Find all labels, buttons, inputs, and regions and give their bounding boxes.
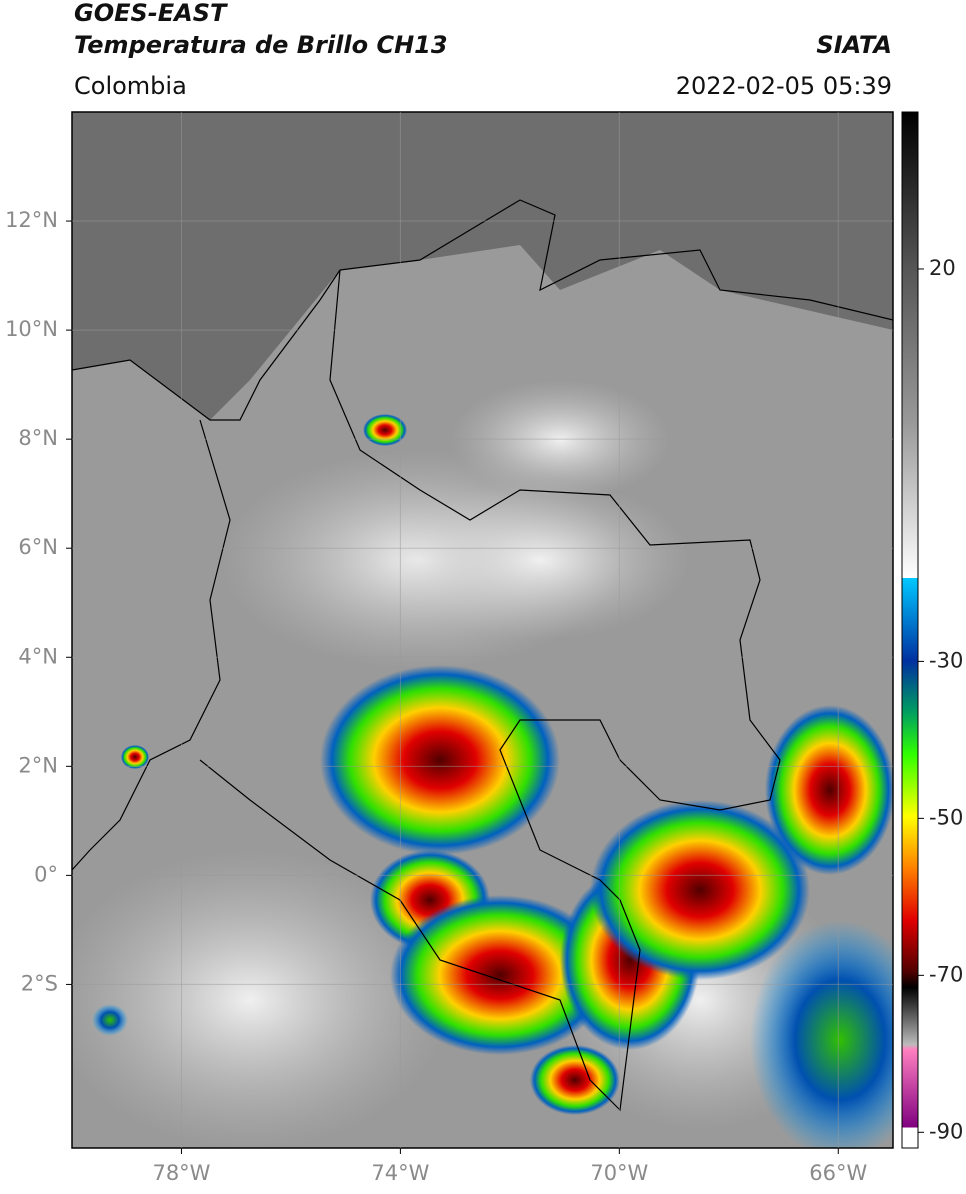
y-tick-label: 4°N bbox=[18, 644, 58, 668]
colorbar-tick-label: -50 bbox=[929, 805, 963, 829]
map-frame bbox=[71, 111, 894, 1149]
colorbar-tick-label: -30 bbox=[929, 648, 963, 672]
y-tick-label: 8°N bbox=[18, 426, 58, 450]
y-tick-label: 0° bbox=[34, 862, 58, 886]
x-tick-label: 66°W bbox=[809, 1161, 867, 1185]
colorbar bbox=[901, 111, 919, 1149]
satellite-image bbox=[72, 112, 893, 1148]
x-tick-label: 78°W bbox=[152, 1161, 210, 1185]
colorbar-tick-label: -90 bbox=[929, 1119, 963, 1143]
x-tick-label: 74°W bbox=[371, 1161, 429, 1185]
y-tick-label: 12°N bbox=[5, 208, 58, 232]
y-tick-label: 6°N bbox=[18, 535, 58, 559]
region: Colombia bbox=[74, 72, 187, 100]
y-tick-label: 2°N bbox=[18, 753, 58, 777]
x-tick-label: 70°W bbox=[590, 1161, 648, 1185]
title: GOES-EAST bbox=[74, 0, 228, 27]
colorbar-tick-label: -70 bbox=[929, 962, 963, 986]
datetime: 2022-02-05 05:39 bbox=[676, 72, 892, 100]
source: SIATA bbox=[816, 31, 892, 59]
subtitle: Temperatura de Brillo CH13 bbox=[74, 31, 448, 59]
y-tick-label: 2°S bbox=[21, 971, 58, 995]
colorbar-tick-label: 20 bbox=[929, 256, 956, 280]
y-tick-label: 10°N bbox=[5, 317, 58, 341]
